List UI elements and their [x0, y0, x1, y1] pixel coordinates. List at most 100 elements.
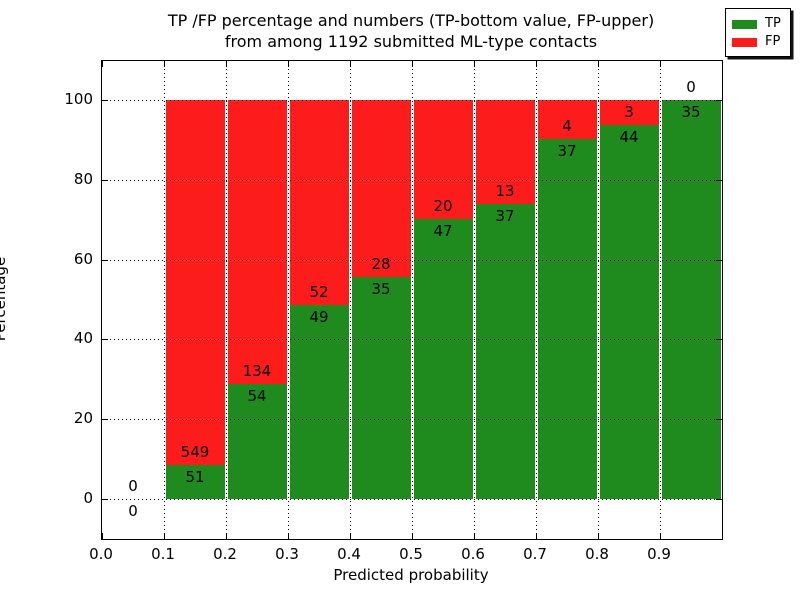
x-tick-bottom — [598, 533, 599, 539]
y-tick-label: 20 — [73, 409, 93, 428]
bar-segment-fp — [475, 100, 535, 204]
legend-label-tp: TP — [765, 16, 781, 31]
x-tick-label: 0.7 — [523, 545, 547, 563]
y-tick-left — [102, 179, 108, 181]
x-tick-top — [474, 61, 475, 67]
x-tick-label: 0.4 — [337, 545, 361, 563]
y-tick-right — [716, 179, 722, 181]
y-axis-label: Percentage — [0, 256, 9, 342]
y-tick-right — [716, 100, 722, 101]
fp-count-label: 549 — [180, 443, 210, 462]
x-tick-top — [288, 61, 289, 67]
gridline-vertical — [536, 61, 537, 539]
x-tick-label: 0.3 — [275, 545, 299, 563]
y-tick-left — [102, 100, 108, 101]
tp-count-label: 35 — [681, 103, 701, 121]
x-tick-top — [598, 61, 599, 67]
y-tick-right — [716, 419, 722, 421]
fp-count-label: 28 — [371, 255, 391, 274]
x-tick-top — [164, 61, 165, 67]
tp-count-label: 37 — [495, 206, 515, 225]
bar-segment-fp — [537, 100, 597, 139]
x-tick-bottom — [660, 533, 661, 539]
x-tick-top — [102, 61, 103, 67]
y-tick-right — [716, 259, 722, 261]
y-tick-label: 100 — [64, 90, 93, 108]
bar-segment-fp — [599, 100, 659, 126]
x-tick-top — [226, 61, 227, 67]
legend-entry-fp: FP — [732, 34, 784, 50]
x-tick-label: 0.0 — [89, 545, 113, 563]
x-tick-label: 0.6 — [461, 545, 485, 563]
x-tick-label: 0.8 — [585, 545, 609, 563]
x-tick-label: 0.9 — [647, 545, 671, 563]
x-tick-label: 0.5 — [399, 545, 423, 563]
y-tick-left — [102, 259, 108, 261]
tp-count-label: 44 — [619, 128, 639, 147]
x-tick-top — [412, 61, 413, 67]
tp-count-label: 0 — [128, 502, 138, 520]
bar-segment-tp — [599, 125, 659, 499]
tp-count-label: 51 — [185, 468, 205, 487]
bar-segment-tp — [475, 203, 535, 499]
chart-title-line1: TP /FP percentage and numbers (TP-bottom… — [167, 11, 655, 30]
gridline-vertical — [288, 61, 289, 539]
fp-count-label: 13 — [495, 181, 515, 200]
bar-segment-fp — [165, 100, 225, 466]
x-tick-bottom — [288, 533, 289, 539]
gridline-vertical — [350, 61, 351, 539]
gridline-vertical — [474, 61, 475, 539]
x-tick-bottom — [536, 533, 537, 539]
y-tick-right — [716, 499, 722, 500]
bar-segment-fp — [289, 100, 349, 306]
fp-count-label: 20 — [433, 197, 453, 216]
tp-color-swatch — [732, 19, 757, 29]
bar-segment-tp — [351, 277, 411, 499]
gridline-vertical — [164, 61, 165, 539]
legend-label-fp: FP — [765, 34, 781, 49]
y-tick-label: 60 — [73, 249, 93, 268]
bar-segment-tp — [661, 100, 721, 499]
bar-segment-tp — [165, 465, 225, 499]
fp-count-label: 134 — [242, 362, 272, 381]
gridline-vertical — [660, 61, 661, 539]
chart-title-line2: from among 1192 submitted ML-type contac… — [224, 32, 598, 51]
x-tick-bottom — [412, 533, 413, 539]
bar-segment-fp — [351, 100, 411, 278]
bar-segment-fp — [227, 100, 287, 385]
fp-count-label: 4 — [562, 116, 572, 135]
legend: TP FP — [725, 8, 791, 57]
bar-segment-tp — [289, 305, 349, 499]
y-tick-right — [716, 339, 722, 341]
chart-title: TP /FP percentage and numbers (TP-bottom… — [101, 10, 721, 52]
tp-count-label: 49 — [309, 308, 329, 327]
legend-entry-tp: TP — [732, 16, 784, 32]
x-tick-bottom — [350, 533, 351, 539]
bar-segment-fp — [413, 100, 473, 220]
bar-segment-tp — [413, 219, 473, 499]
gridline-vertical — [226, 61, 227, 539]
y-tick-label: 0 — [83, 489, 93, 507]
tp-count-label: 37 — [557, 141, 577, 160]
x-tick-bottom — [474, 533, 475, 539]
y-tick-label: 80 — [73, 169, 93, 188]
x-tick-label: 0.2 — [213, 545, 237, 563]
x-tick-top — [660, 61, 661, 67]
fp-color-swatch — [732, 37, 757, 47]
x-tick-label: 0.1 — [151, 545, 175, 563]
x-tick-top — [350, 61, 351, 67]
x-tick-top — [536, 61, 537, 67]
fp-count-label: 0 — [686, 78, 696, 96]
x-tick-bottom — [226, 533, 227, 539]
y-tick-label: 40 — [73, 329, 93, 348]
tp-count-label: 35 — [371, 280, 391, 299]
fp-count-label: 3 — [624, 103, 634, 122]
gridline-vertical — [598, 61, 599, 539]
x-axis-label: Predicted probability — [333, 566, 489, 584]
x-tick-bottom — [164, 533, 165, 539]
plot-area: 0 0 549 51 134 54 52 49 28 35 20 47 13 37 4 37 3 44 0 35 — [101, 60, 723, 540]
y-tick-left — [102, 419, 108, 421]
y-tick-left — [102, 499, 108, 500]
y-tick-left — [102, 339, 108, 341]
